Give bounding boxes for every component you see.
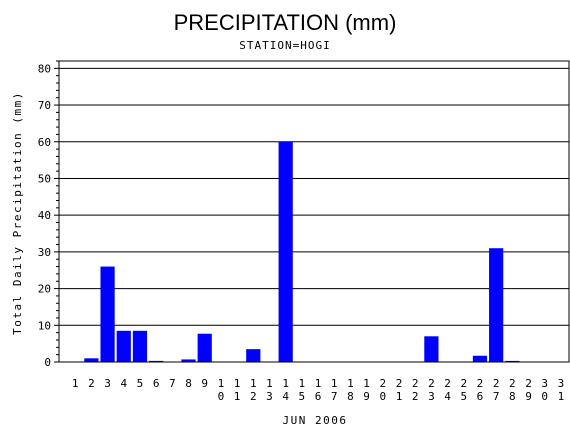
gridlines <box>59 67 569 326</box>
plot-frame <box>58 60 570 363</box>
y-tick-label: 40 <box>38 209 51 222</box>
x-tick-label: 2 <box>88 377 95 390</box>
bar-day-6 <box>149 360 164 362</box>
x-tick-label: 3 <box>104 377 111 390</box>
x-tick-label: 1 <box>72 377 79 390</box>
bar-day-9 <box>197 333 212 362</box>
y-tick-label: 70 <box>38 99 51 112</box>
x-tick-label: 4 <box>120 377 127 390</box>
y-tick-label: 50 <box>38 172 51 185</box>
bar-day-4 <box>116 330 131 362</box>
bars <box>84 141 520 362</box>
x-tick-label: 9 <box>201 377 208 390</box>
x-tick-label: 8 <box>185 377 192 390</box>
y-tick-label: 60 <box>38 136 51 149</box>
x-axis: 1 2 3 4 5 6 7 8 9 1 01 11 21 31 41 51 61 71 81 92 02 12 22 32 42… <box>72 377 564 403</box>
y-axis-label: Total Daily Precipitation (mm) <box>11 91 24 335</box>
bar-day-5 <box>132 330 148 362</box>
bar-day-23 <box>424 336 439 362</box>
y-tick-label: 80 <box>38 62 51 75</box>
y-tick-label: 0 <box>44 356 51 369</box>
bar-day-27 <box>489 248 504 362</box>
y-tick-label: 20 <box>38 283 51 296</box>
bar-day-26 <box>472 355 488 362</box>
x-tick-label: 6 <box>153 377 160 390</box>
x-tick-label: 7 <box>169 377 176 390</box>
chart-title: PRECIPITATION (mm) <box>174 10 397 35</box>
bar-day-12 <box>246 349 261 362</box>
bar-day-3 <box>100 266 115 362</box>
y-tick-label: 30 <box>38 246 51 259</box>
x-axis-label: JUN 2006 <box>283 414 348 427</box>
chart-subtitle: STATION=HOGI <box>239 39 330 52</box>
bar-day-28 <box>505 360 520 362</box>
bar-day-8 <box>181 359 196 362</box>
bar-day-2 <box>84 358 99 362</box>
y-tick-label: 10 <box>38 319 51 332</box>
y-axis: 0 10 20 30 40 50 60 70 80 <box>38 60 59 369</box>
bar-day-14 <box>278 141 293 362</box>
x-tick-label: 5 <box>137 377 144 390</box>
